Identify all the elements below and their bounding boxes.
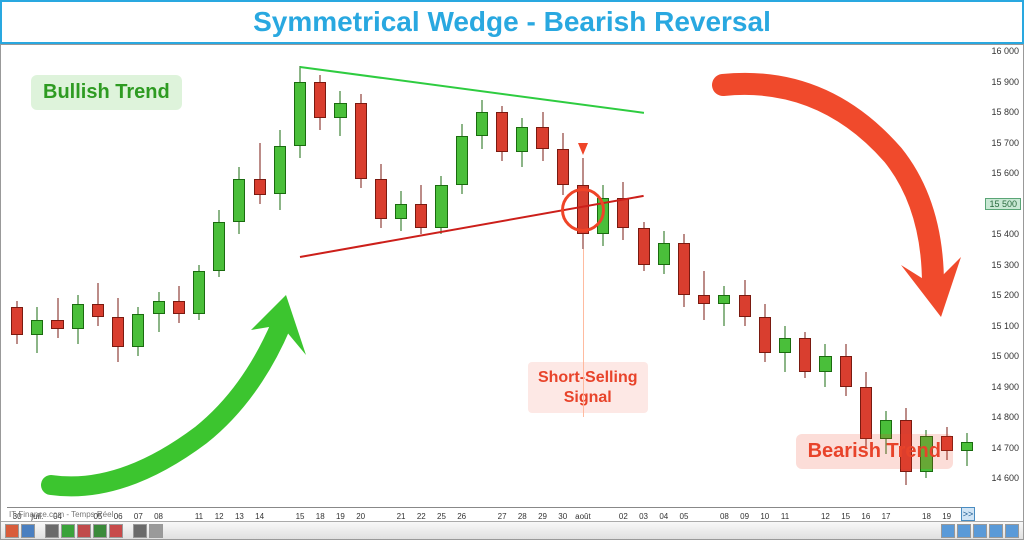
x-tick: 08 bbox=[154, 512, 163, 521]
y-tick: 15 900 bbox=[979, 77, 1019, 87]
toolbar-icon[interactable] bbox=[21, 524, 35, 538]
x-tick: 09 bbox=[740, 512, 749, 521]
chart-container: 14 600 14 700 14 800 14 900 15 000 15 100 15 2… bbox=[0, 44, 1024, 540]
signal-line-2: Signal bbox=[564, 389, 612, 406]
bullish-trend-label: Bullish Trend bbox=[31, 75, 182, 110]
candle bbox=[395, 51, 407, 509]
x-tick: août bbox=[575, 512, 591, 521]
x-tick: 05 bbox=[680, 512, 689, 521]
x-tick: 11 bbox=[781, 512, 789, 521]
y-tick: 15 000 bbox=[979, 351, 1019, 361]
candle bbox=[638, 51, 650, 509]
y-tick: 15 300 bbox=[979, 260, 1019, 270]
page-title: Symmetrical Wedge - Bearish Reversal bbox=[253, 6, 771, 37]
candle bbox=[557, 51, 569, 509]
x-tick: 12 bbox=[215, 512, 224, 521]
signal-circle-icon bbox=[561, 188, 605, 232]
candle bbox=[678, 51, 690, 509]
x-tick: 12 bbox=[821, 512, 830, 521]
signal-line-1: Short-Selling bbox=[538, 369, 638, 386]
x-tick: 26 bbox=[457, 512, 466, 521]
candle bbox=[496, 51, 508, 509]
title-bar: Symmetrical Wedge - Bearish Reversal bbox=[0, 0, 1024, 44]
y-tick: 15 100 bbox=[979, 321, 1019, 331]
x-tick: 14 bbox=[255, 512, 264, 521]
candle bbox=[355, 51, 367, 509]
y-tick: 15 700 bbox=[979, 138, 1019, 148]
x-tick: 18 bbox=[922, 512, 931, 521]
signal-vertical-line bbox=[583, 249, 584, 417]
x-tick: 02 bbox=[619, 512, 628, 521]
toolbar bbox=[1, 521, 1023, 539]
candle bbox=[476, 51, 488, 509]
candle bbox=[536, 51, 548, 509]
y-tick: 16 000 bbox=[979, 46, 1019, 56]
toolbar-icon[interactable] bbox=[93, 524, 107, 538]
x-tick: 08 bbox=[720, 512, 729, 521]
candle bbox=[375, 51, 387, 509]
candle bbox=[617, 51, 629, 509]
y-tick: 15 200 bbox=[979, 290, 1019, 300]
y-tick: 14 800 bbox=[979, 412, 1019, 422]
x-tick: 20 bbox=[356, 512, 365, 521]
bullish-arrow-icon bbox=[41, 255, 321, 505]
y-tick: 14 700 bbox=[979, 443, 1019, 453]
x-tick: 07 bbox=[134, 512, 143, 521]
x-tick: 19 bbox=[336, 512, 345, 521]
candle bbox=[456, 51, 468, 509]
candle bbox=[11, 51, 23, 509]
x-tick: 27 bbox=[498, 512, 507, 521]
short-selling-signal-label: Short-Selling Signal bbox=[528, 362, 648, 412]
toolbar-icon[interactable] bbox=[45, 524, 59, 538]
x-tick: 16 bbox=[861, 512, 870, 521]
toolbar-icon[interactable] bbox=[989, 524, 1003, 538]
candle bbox=[658, 51, 670, 509]
candle bbox=[415, 51, 427, 509]
toolbar-icon[interactable] bbox=[973, 524, 987, 538]
x-tick: 17 bbox=[882, 512, 891, 521]
x-axis: 30juil.040506070811121314151819202122252… bbox=[7, 507, 975, 521]
x-tick: 25 bbox=[437, 512, 446, 521]
x-tick: 10 bbox=[760, 512, 769, 521]
x-tick: 03 bbox=[639, 512, 648, 521]
y-tick: 15 800 bbox=[979, 107, 1019, 117]
x-tick: 22 bbox=[417, 512, 426, 521]
toolbar-icon[interactable] bbox=[5, 524, 19, 538]
watermark: IT-Finance.com - Temps Réel bbox=[9, 510, 113, 519]
x-tick: 29 bbox=[538, 512, 547, 521]
x-tick: 19 bbox=[942, 512, 951, 521]
candle bbox=[516, 51, 528, 509]
x-tick: 18 bbox=[316, 512, 325, 521]
x-tick: 13 bbox=[235, 512, 244, 521]
toolbar-icon[interactable] bbox=[957, 524, 971, 538]
toolbar-icon[interactable] bbox=[1005, 524, 1019, 538]
candle bbox=[435, 51, 447, 509]
toolbar-icon[interactable] bbox=[133, 524, 147, 538]
toolbar-icon[interactable] bbox=[77, 524, 91, 538]
x-tick: 11 bbox=[195, 512, 203, 521]
x-tick: 21 bbox=[397, 512, 406, 521]
candle bbox=[597, 51, 609, 509]
y-tick-highlight: 15 500 bbox=[985, 198, 1021, 210]
y-tick: 15 400 bbox=[979, 229, 1019, 239]
y-tick: 15 600 bbox=[979, 168, 1019, 178]
toolbar-icon[interactable] bbox=[61, 524, 75, 538]
candle bbox=[334, 51, 346, 509]
x-tick: 15 bbox=[841, 512, 850, 521]
y-tick: 14 600 bbox=[979, 473, 1019, 483]
toolbar-icon[interactable] bbox=[109, 524, 123, 538]
y-axis: 14 600 14 700 14 800 14 900 15 000 15 100 15 2… bbox=[975, 51, 1023, 507]
scroll-right-button[interactable]: >> bbox=[961, 507, 975, 521]
x-tick: 15 bbox=[296, 512, 305, 521]
x-tick: 30 bbox=[558, 512, 567, 521]
x-tick: 04 bbox=[659, 512, 668, 521]
bearish-arrow-icon bbox=[703, 65, 963, 345]
y-tick: 14 900 bbox=[979, 382, 1019, 392]
bearish-trend-label: Bearish Trend bbox=[796, 434, 953, 469]
x-tick: 28 bbox=[518, 512, 527, 521]
toolbar-icon[interactable] bbox=[149, 524, 163, 538]
toolbar-icon[interactable] bbox=[941, 524, 955, 538]
x-tick: 06 bbox=[114, 512, 123, 521]
signal-arrow-icon bbox=[578, 143, 588, 155]
